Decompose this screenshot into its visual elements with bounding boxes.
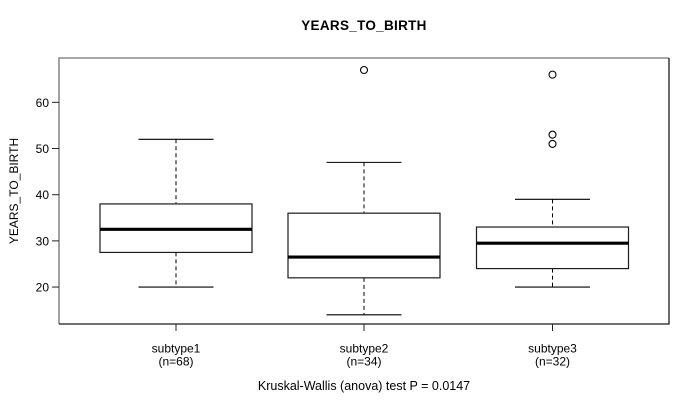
iqr-box	[287, 212, 441, 279]
chart-title: YEARS_TO_BIRTH	[301, 18, 427, 33]
y-tick-label: 20	[36, 281, 50, 295]
y-tick-label: 30	[36, 234, 50, 248]
y-tick-label: 50	[36, 142, 50, 156]
group-count-label: (n=34)	[346, 355, 381, 369]
iqr-box	[475, 226, 630, 270]
outlier-point	[548, 139, 557, 148]
y-tick-label: 40	[36, 188, 50, 202]
plot-frame-bottomright	[59, 58, 670, 325]
outlier-point	[548, 130, 557, 139]
outlier-point	[548, 70, 557, 79]
group-label: subtype2	[340, 342, 389, 356]
y-tick-label: 60	[36, 96, 50, 110]
outlier-point	[359, 65, 369, 75]
stat-test-annotation: Kruskal-Wallis (anova) test P = 0.0147	[257, 379, 471, 393]
group-label: subtype1	[152, 342, 201, 356]
group-count-label: (n=68)	[158, 355, 193, 369]
group-label: subtype3	[528, 342, 577, 356]
group-count-label: (n=32)	[535, 355, 570, 369]
plot-frame-topleft	[58, 57, 669, 324]
